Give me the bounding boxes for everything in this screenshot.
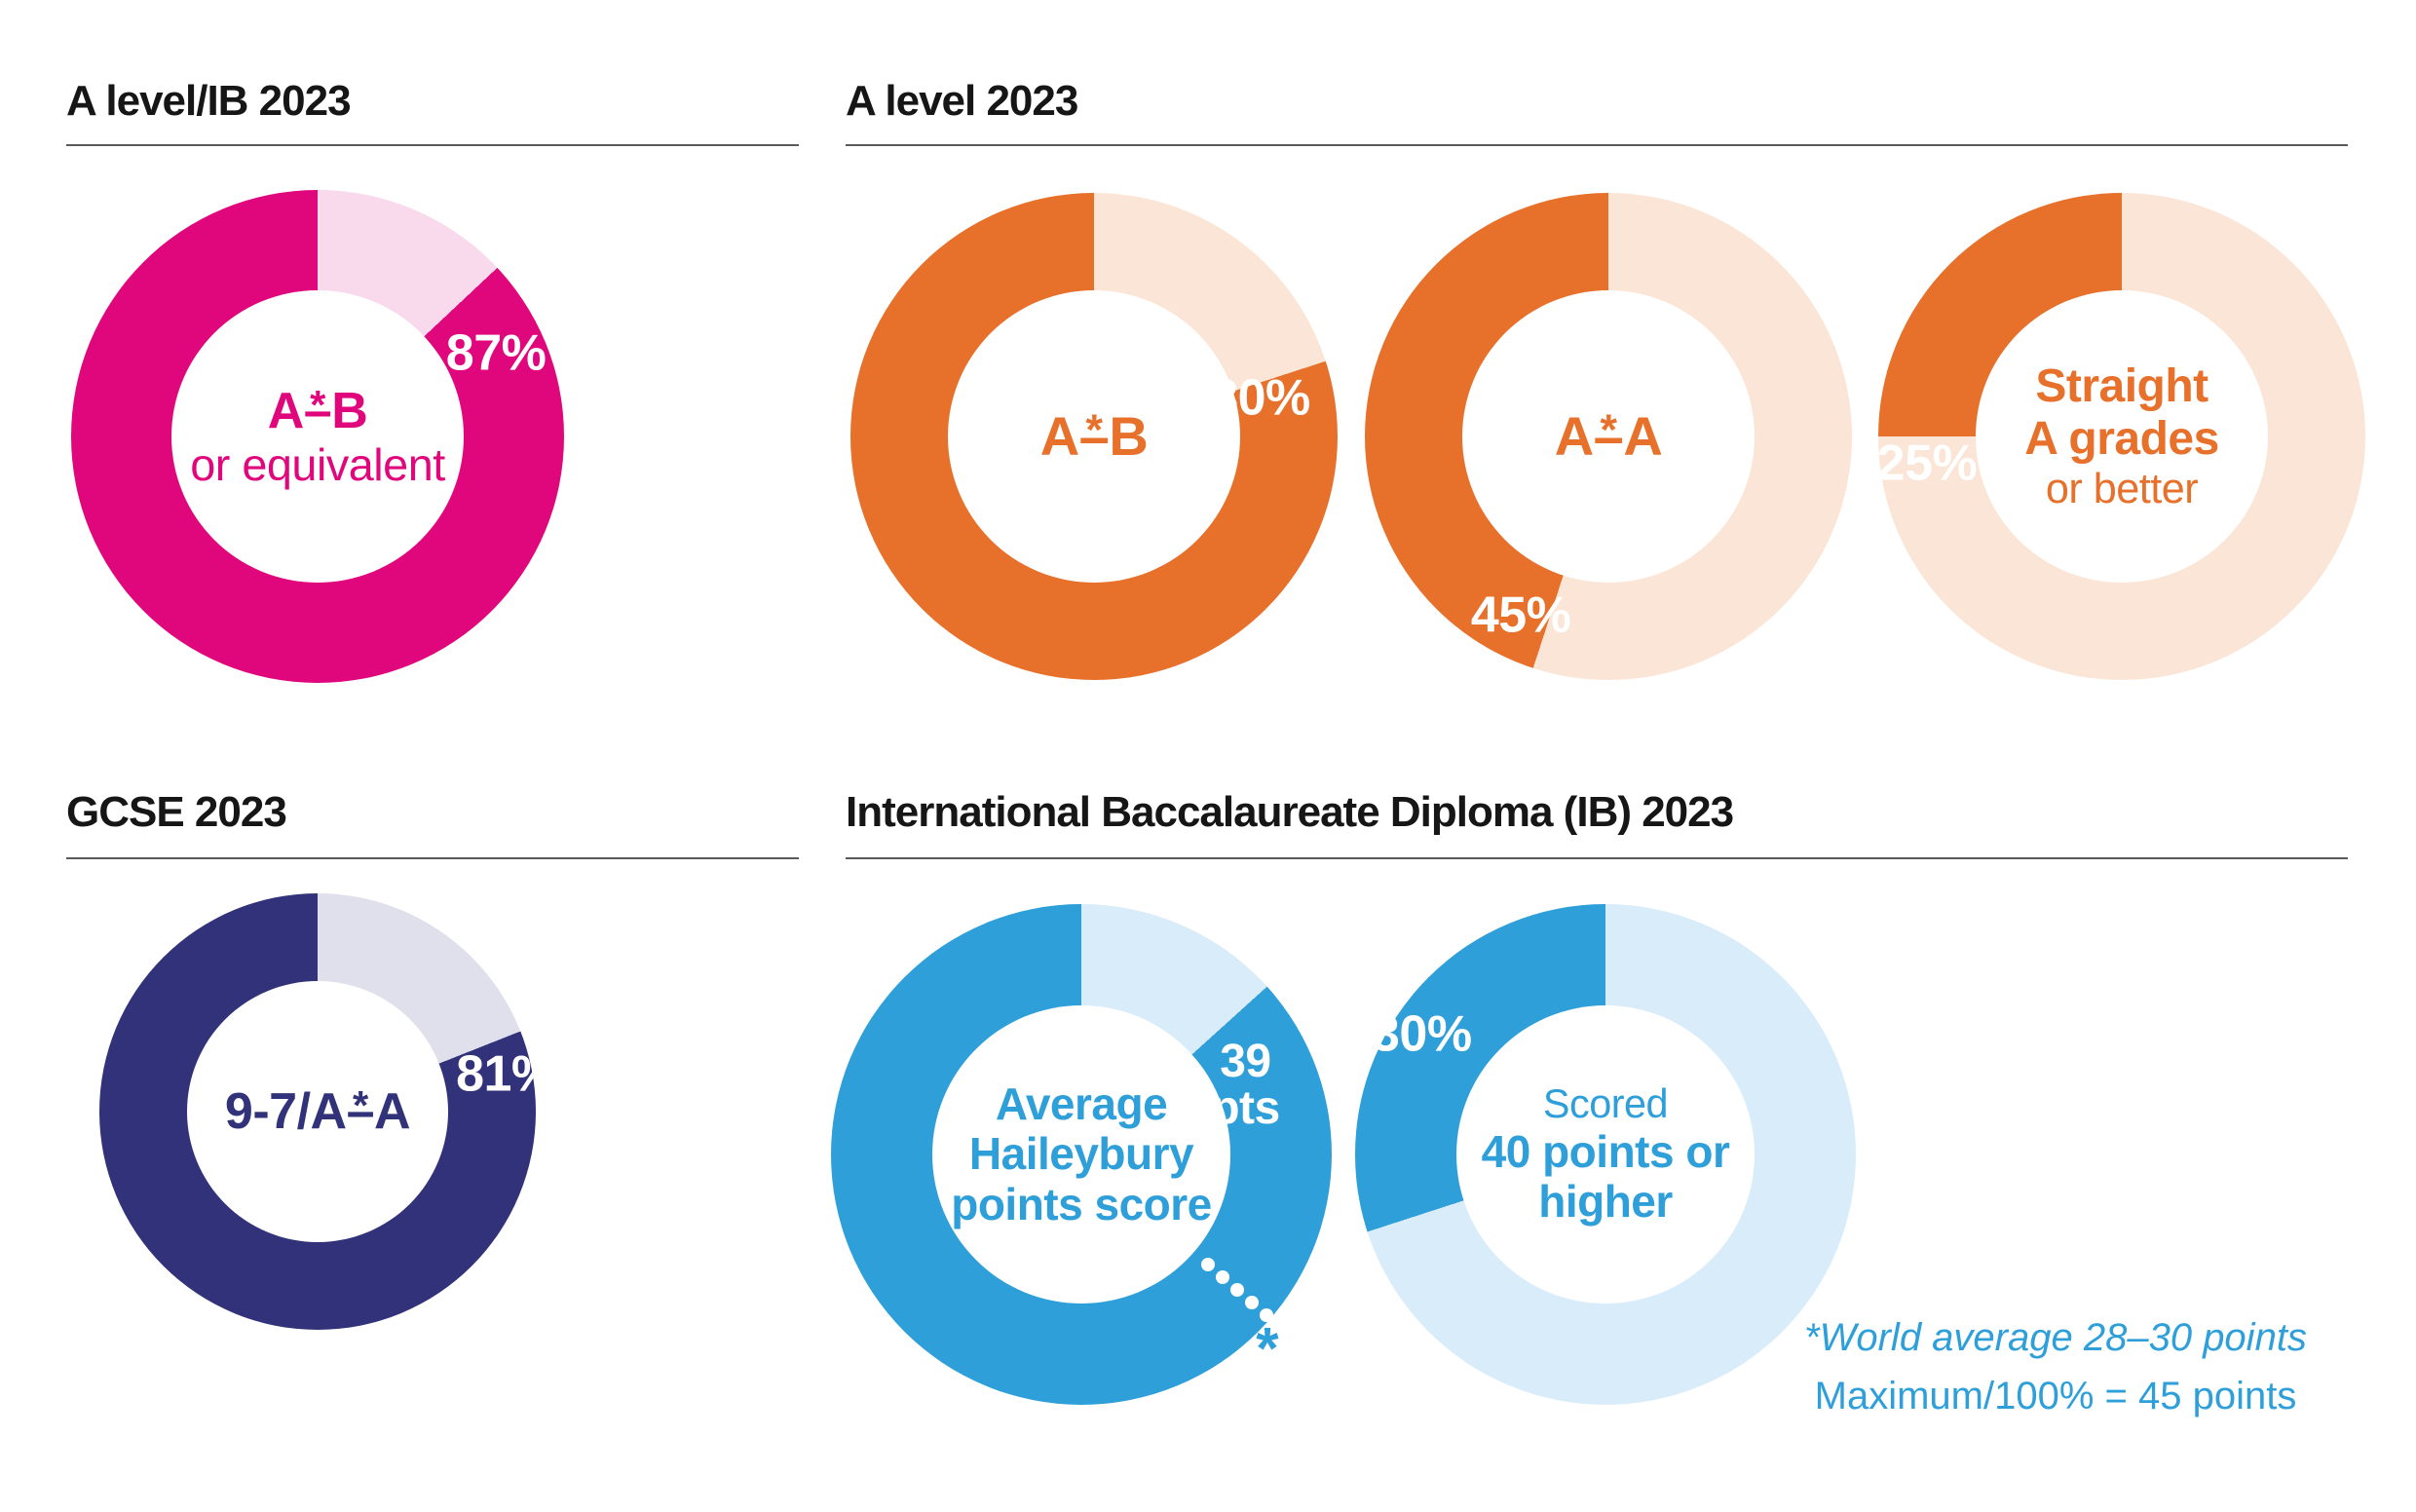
section-rule-gcse bbox=[66, 857, 799, 859]
donut-hole bbox=[1462, 290, 1755, 583]
donut-hole bbox=[948, 290, 1240, 583]
section-rule-ib bbox=[846, 857, 2348, 859]
donut-center-label: A– * B bbox=[1039, 404, 1149, 467]
section-title-alevel-ib: A level/IB 2023 bbox=[66, 77, 352, 125]
donut-arc-label: 39 pts bbox=[1211, 1036, 1280, 1134]
donut-arc-label: 87% bbox=[445, 324, 547, 382]
donut-ib-average-points-score: Average Haileybury points score 39 pts * bbox=[831, 904, 1332, 1405]
donut-center-label: A– * A bbox=[1554, 404, 1663, 467]
donut-arc-label: 81% bbox=[456, 1045, 556, 1103]
donut-hole bbox=[1456, 1005, 1755, 1304]
donut-center-label: Average Haileybury points score bbox=[951, 1077, 1212, 1229]
section-title-alevel: A level 2023 bbox=[846, 77, 1078, 125]
footnote-world-average: *World average 28–30 points bbox=[1804, 1316, 2307, 1359]
donut-hole bbox=[1976, 290, 2268, 583]
world-average-asterisk-marker: * bbox=[1256, 1315, 1279, 1381]
section-title-gcse: GCSE 2023 bbox=[66, 788, 287, 836]
donut-ib-scored-40-or-higher: Scored 40 points or higher 30% bbox=[1355, 904, 1856, 1405]
donut-hole bbox=[187, 981, 448, 1242]
donut-center-label: 9-7/A– * A bbox=[224, 1082, 411, 1140]
donut-alevel-straight-a-grades: Straight A grades or better 25% bbox=[1876, 193, 2365, 680]
donut-arc-label: 80% bbox=[1210, 369, 1310, 427]
donut-alevel-a-star-a: A– * A 45% bbox=[1365, 193, 1852, 680]
donut-arc-label: 30% bbox=[1372, 1005, 1472, 1063]
footnote-maximum-points: Maximum/100% = 45 points bbox=[1814, 1375, 2297, 1418]
section-title-ib: International Baccalaureate Diploma (IB)… bbox=[846, 788, 1734, 836]
section-rule-alevel-ib bbox=[66, 144, 799, 146]
donut-arc-label: 25% bbox=[1876, 435, 1978, 492]
donut-alevel-a-star-b: A– * B 80% bbox=[850, 193, 1338, 680]
footnote: *World average 28–30 points Maximum/100%… bbox=[1715, 1308, 2397, 1425]
donut-gcse-9-7-a-star-a: 9-7/A– * A 81% bbox=[99, 893, 556, 1330]
donut-center-label: Straight A grades or better bbox=[2024, 360, 2219, 512]
donut-hole bbox=[932, 1005, 1230, 1304]
donut-hole bbox=[171, 290, 464, 583]
donut-arc-label: 45% bbox=[1470, 586, 1571, 644]
section-rule-alevel bbox=[846, 144, 2348, 146]
donut-center-label: Scored 40 points or higher bbox=[1481, 1081, 1730, 1228]
